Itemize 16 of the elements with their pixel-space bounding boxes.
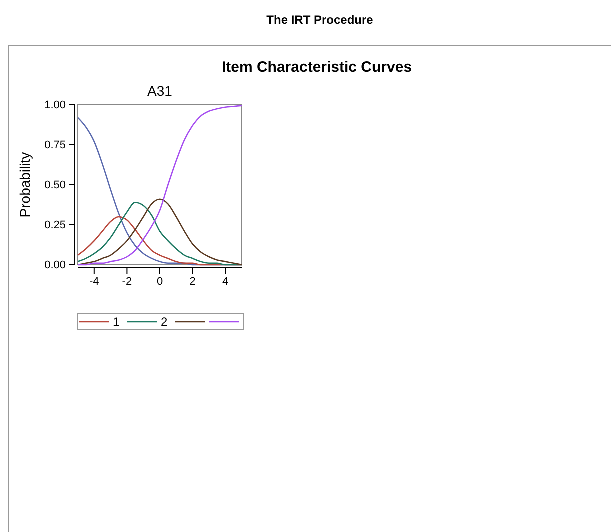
x-tick-label: 2 bbox=[190, 276, 196, 288]
x-tick-label: -4 bbox=[90, 276, 100, 288]
y-axis-title: Probability bbox=[17, 152, 33, 218]
legend-label: 2 bbox=[161, 315, 168, 329]
x-tick-label: 4 bbox=[222, 276, 229, 288]
y-tick-label: 0.75 bbox=[44, 140, 66, 152]
legend-label: 1 bbox=[113, 315, 120, 329]
text: A31 bbox=[148, 83, 173, 99]
x-tick-label: 0 bbox=[156, 276, 164, 288]
y-tick-label: 0.00 bbox=[44, 260, 66, 272]
y-tick-label: 1.00 bbox=[44, 100, 66, 112]
text: The IRT Procedure bbox=[266, 13, 374, 27]
text: Item Characteristic Curves bbox=[222, 59, 412, 76]
y-tick-label: 0.25 bbox=[44, 220, 66, 232]
x-tick-label: -2 bbox=[122, 276, 132, 288]
y-tick-label: 0.50 bbox=[44, 180, 66, 192]
